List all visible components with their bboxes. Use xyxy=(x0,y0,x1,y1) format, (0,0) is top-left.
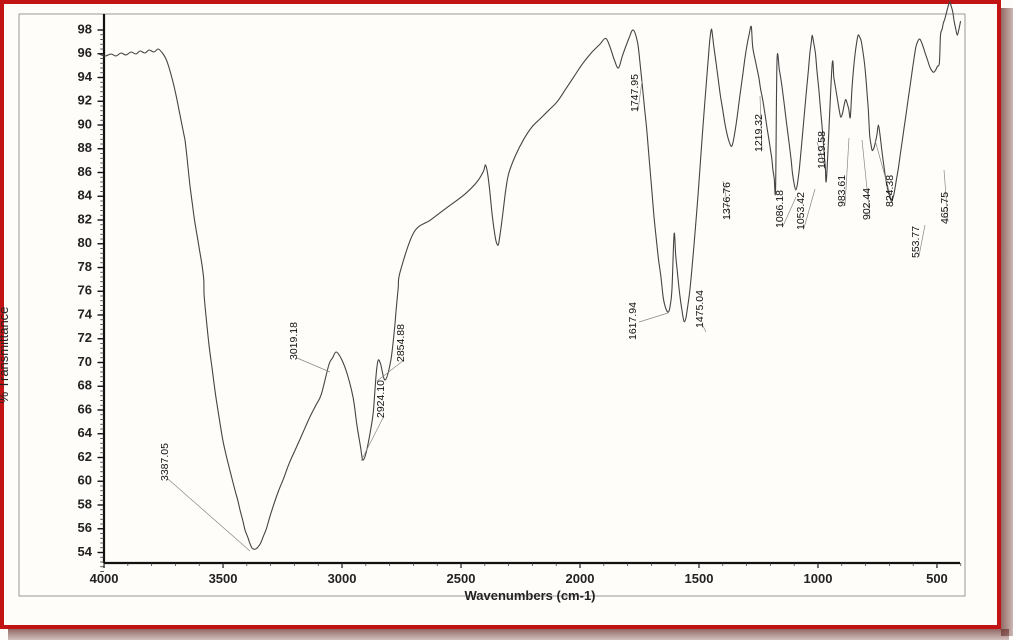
svg-text:1053.42: 1053.42 xyxy=(795,192,807,230)
svg-text:2924.10: 2924.10 xyxy=(375,380,387,418)
svg-text:3387.05: 3387.05 xyxy=(159,443,171,481)
svg-text:78: 78 xyxy=(78,259,92,274)
svg-text:824.38: 824.38 xyxy=(884,175,896,207)
svg-text:3500: 3500 xyxy=(209,571,238,586)
svg-text:70: 70 xyxy=(78,354,92,369)
svg-text:983.61: 983.61 xyxy=(836,175,848,207)
svg-text:54: 54 xyxy=(78,544,93,559)
svg-text:84: 84 xyxy=(78,188,93,203)
svg-text:64: 64 xyxy=(78,425,93,440)
svg-text:553.77: 553.77 xyxy=(910,226,922,258)
svg-text:62: 62 xyxy=(78,449,92,464)
svg-text:98: 98 xyxy=(78,21,92,36)
svg-text:902.44: 902.44 xyxy=(861,188,873,220)
svg-text:1747.95: 1747.95 xyxy=(629,74,641,112)
svg-text:72: 72 xyxy=(78,330,92,345)
svg-text:60: 60 xyxy=(78,473,92,488)
svg-text:82: 82 xyxy=(78,211,92,226)
svg-text:Wavenumbers (cm-1): Wavenumbers (cm-1) xyxy=(465,588,596,603)
svg-text:92: 92 xyxy=(78,93,92,108)
svg-text:4000: 4000 xyxy=(90,571,119,586)
svg-text:465.75: 465.75 xyxy=(939,192,951,224)
svg-text:58: 58 xyxy=(78,496,92,511)
svg-text:1000: 1000 xyxy=(804,571,833,586)
svg-text:500: 500 xyxy=(926,571,948,586)
svg-text:1219.32: 1219.32 xyxy=(753,114,765,152)
svg-text:94: 94 xyxy=(78,69,93,84)
svg-text:68: 68 xyxy=(78,378,92,393)
svg-text:66: 66 xyxy=(78,401,92,416)
svg-text:1376.76: 1376.76 xyxy=(721,182,733,220)
svg-text:96: 96 xyxy=(78,45,92,60)
svg-text:88: 88 xyxy=(78,140,92,155)
svg-text:56: 56 xyxy=(78,520,92,535)
svg-text:1019.58: 1019.58 xyxy=(816,131,828,169)
svg-text:3000: 3000 xyxy=(328,571,357,586)
svg-text:90: 90 xyxy=(78,116,92,131)
svg-text:1086.18: 1086.18 xyxy=(774,190,786,228)
svg-text:1617.94: 1617.94 xyxy=(627,302,639,340)
svg-text:1500: 1500 xyxy=(685,571,714,586)
svg-text:2000: 2000 xyxy=(566,571,595,586)
svg-text:2500: 2500 xyxy=(447,571,476,586)
svg-text:76: 76 xyxy=(78,283,92,298)
svg-text:2854.88: 2854.88 xyxy=(395,324,407,362)
svg-text:1475.04: 1475.04 xyxy=(694,290,706,328)
svg-text:74: 74 xyxy=(78,306,93,321)
svg-text:80: 80 xyxy=(78,235,92,250)
svg-text:3019.18: 3019.18 xyxy=(288,322,300,360)
svg-text:86: 86 xyxy=(78,164,92,179)
svg-text:% Transmittance: % Transmittance xyxy=(0,307,11,404)
